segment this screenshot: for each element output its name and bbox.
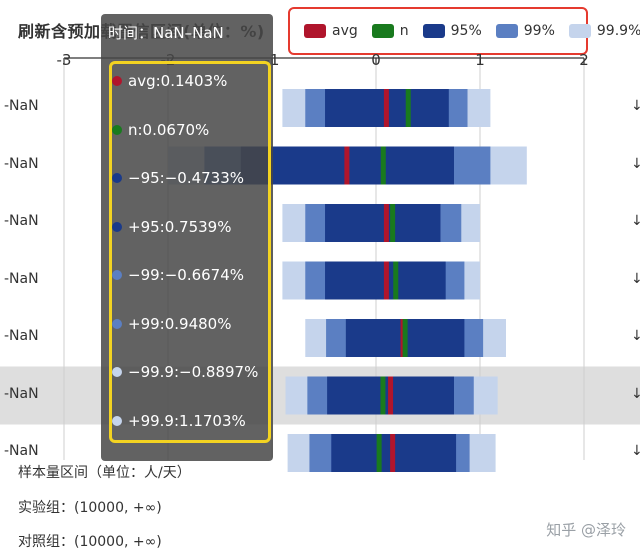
avg-marker xyxy=(390,434,396,472)
tooltip-dot-icon xyxy=(112,173,122,183)
legend-item-avg[interactable]: avg xyxy=(304,23,358,39)
legend-label-avg: avg xyxy=(332,23,358,39)
tooltip-item: n:0.0670% xyxy=(112,121,209,139)
tooltip-item: −99.9:−0.8897% xyxy=(112,363,258,381)
n-marker xyxy=(380,146,386,185)
row-trend-icon: ↓ xyxy=(631,443,640,459)
tooltip-dot-icon xyxy=(112,124,122,135)
control-group-label: 对照组：(10000, +∞) xyxy=(18,534,162,550)
tooltip-dot-icon xyxy=(112,76,122,86)
row-label: -NaN xyxy=(4,385,39,402)
tooltip-dot-icon xyxy=(112,318,122,329)
row-label: -NaN xyxy=(4,213,39,229)
tooltip-panel xyxy=(101,14,273,461)
avg-marker xyxy=(383,261,389,300)
legend-swatch-avg xyxy=(304,24,326,38)
row-label: -NaN xyxy=(4,328,39,344)
tooltip-item-text: +99:0.9480% xyxy=(128,314,232,333)
sample-range-label: 样本量区间（单位：人/天） xyxy=(18,465,191,481)
tooltip-item: +99.9:1.1703% xyxy=(112,412,246,430)
row-trend-icon: ↓ xyxy=(631,270,640,287)
tooltip-item-text: n:0.0670% xyxy=(128,120,210,139)
legend-swatch-99 xyxy=(495,24,518,38)
row-label: -NaN xyxy=(4,98,39,114)
row-trend-icon: ↓ xyxy=(631,385,640,402)
x-tick-label: 0 xyxy=(371,51,381,69)
tooltip-title: 时间：NaN–NaN xyxy=(108,24,224,42)
legend-item-95[interactable]: 95% xyxy=(422,23,482,39)
row-trend-icon: ↓ xyxy=(631,98,640,114)
x-tick-label: -3 xyxy=(56,51,72,69)
n-marker xyxy=(402,319,408,357)
tooltip-item: −95:−0.4733% xyxy=(112,169,244,187)
legend-swatch-999 xyxy=(568,24,591,38)
tooltip-dot-icon xyxy=(112,270,122,280)
tooltip-item-text: −99.9:−0.8897% xyxy=(128,363,259,381)
legend-label-99: 99% xyxy=(523,23,555,39)
tooltip-dot-icon xyxy=(112,221,122,232)
legend-swatch-95 xyxy=(422,24,445,38)
legend-label-n: n xyxy=(399,23,409,39)
avg-marker xyxy=(344,146,350,185)
watermark: 知乎 @泽玲 xyxy=(546,521,626,539)
tooltip-item-text: −95:−0.4733% xyxy=(128,169,245,187)
legend-label-999: 99.9% xyxy=(596,23,640,39)
tooltip-item: +99:0.9480% xyxy=(112,315,231,333)
avg-marker xyxy=(383,204,389,242)
avg-marker xyxy=(383,89,389,127)
tooltip-highlight-box xyxy=(109,61,271,443)
legend-swatch-n xyxy=(371,24,394,38)
experiment-group-label: 实验组：(10000, +∞) xyxy=(18,500,162,516)
legend-item-n[interactable]: n xyxy=(371,23,409,39)
tooltip-dot-icon xyxy=(112,415,122,426)
row-label: -NaN xyxy=(4,270,39,287)
n-marker xyxy=(405,89,411,127)
legend-label-95: 95% xyxy=(450,23,482,39)
x-tick-label: 2 xyxy=(579,51,589,69)
row-label: -NaN xyxy=(4,443,39,459)
x-tick-label: 1 xyxy=(475,51,485,69)
tooltip-item: +95:0.7539% xyxy=(112,218,231,236)
tooltip-item: avg:0.1403% xyxy=(112,72,227,90)
tooltip-item: −99:−0.6674% xyxy=(112,266,244,284)
tooltip-item-text: −99:−0.6674% xyxy=(128,266,245,284)
avg-marker xyxy=(388,376,394,415)
row-trend-icon: ↓ xyxy=(631,213,640,229)
row-label: -NaN xyxy=(4,155,39,172)
legend-item-999[interactable]: 99.9% xyxy=(568,23,640,39)
ci-95-bar xyxy=(325,204,441,242)
n-marker xyxy=(376,434,382,472)
n-marker xyxy=(390,204,396,242)
tooltip-item-text: +99.9:1.1703% xyxy=(128,411,246,430)
legend-item-99[interactable]: 99% xyxy=(495,23,555,39)
row-trend-icon: ↓ xyxy=(631,155,640,172)
tooltip-dot-icon xyxy=(112,367,122,377)
tooltip-item-text: avg:0.1403% xyxy=(128,72,228,90)
tooltip-item-text: +95:0.7539% xyxy=(128,217,232,236)
n-marker xyxy=(393,261,399,300)
n-marker xyxy=(380,376,386,415)
row-trend-icon: ↓ xyxy=(631,328,640,344)
legend: avg n 95% 99% 99.9% xyxy=(288,7,640,55)
